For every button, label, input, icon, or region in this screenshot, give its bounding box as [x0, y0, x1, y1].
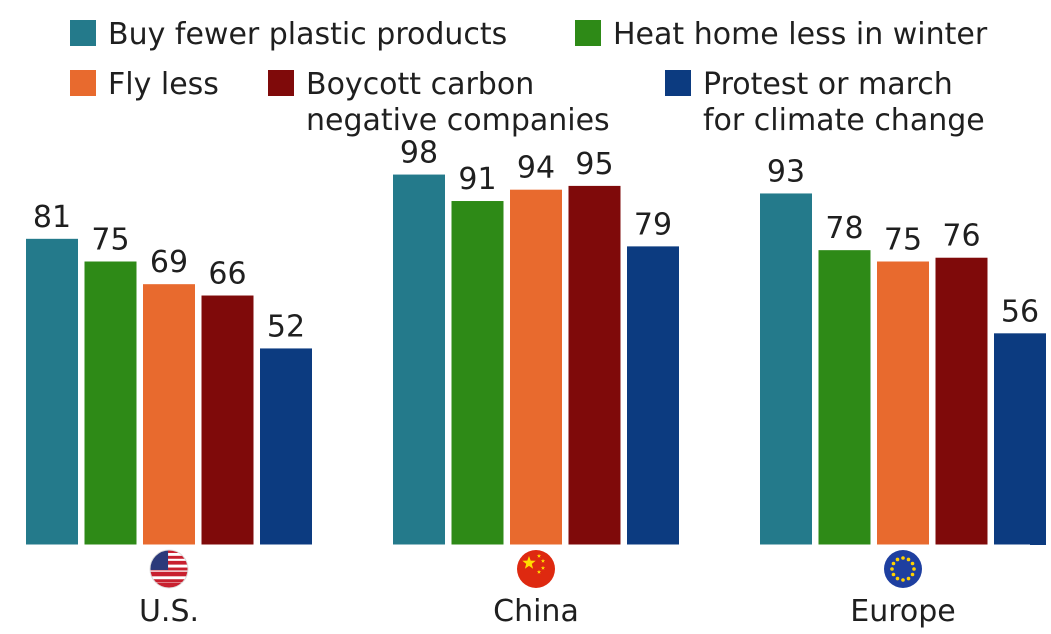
- legend-swatch: [70, 20, 96, 46]
- legend-swatch: [268, 70, 294, 96]
- data-label: 95: [575, 147, 613, 182]
- bar: [451, 201, 504, 545]
- category-label: U.S.: [139, 594, 199, 629]
- bar: [568, 185, 621, 545]
- bar: [627, 246, 679, 545]
- bar: [26, 238, 78, 545]
- category-label: Europe: [850, 594, 956, 629]
- us-flag-icon: [149, 549, 189, 589]
- bar: [84, 261, 137, 545]
- category-label: China: [493, 594, 579, 629]
- value-labels: 81 75 69 66 52 98 91 94 95 79 93 78 75 76 56: [33, 136, 1039, 345]
- bar: [393, 174, 445, 545]
- data-label: 66: [208, 257, 246, 292]
- legend-swatch: [575, 20, 601, 46]
- data-label: 75: [91, 223, 129, 258]
- legend-label: Fly less: [108, 67, 219, 102]
- data-label: 76: [942, 219, 980, 254]
- legend-item: Heat home less in winter: [575, 17, 988, 52]
- data-label: 69: [150, 245, 188, 280]
- eu-flag-icon: [884, 550, 922, 588]
- bar: [260, 348, 312, 545]
- bars: [26, 174, 1046, 545]
- group-icons: [149, 549, 922, 589]
- group-labels: U.S. China Europe: [139, 594, 956, 629]
- bar: [201, 295, 254, 545]
- data-label: 78: [825, 211, 863, 246]
- bar: [510, 189, 562, 545]
- bar: [935, 257, 988, 545]
- bar: [994, 333, 1046, 545]
- bar: [760, 193, 812, 545]
- data-label: 93: [767, 154, 805, 189]
- data-label: 56: [1001, 294, 1039, 329]
- data-label: 98: [400, 136, 438, 171]
- legend: Buy fewer plastic products Heat home less…: [70, 17, 988, 138]
- legend-label: Heat home less in winter: [613, 17, 988, 52]
- legend-label: Protest or march for climate change: [703, 67, 985, 138]
- legend-label: Buy fewer plastic products: [108, 17, 507, 52]
- legend-item: Protest or march for climate change: [665, 67, 985, 138]
- legend-swatch: [70, 70, 96, 96]
- legend-item: Buy fewer plastic products: [70, 17, 507, 52]
- data-label: 52: [267, 309, 305, 344]
- data-label: 75: [884, 223, 922, 258]
- data-label: 81: [33, 200, 71, 235]
- legend-label: Boycott carbon negative companies: [306, 67, 610, 138]
- bar: [143, 284, 195, 545]
- data-label: 91: [458, 162, 496, 197]
- china-flag-icon: [517, 550, 555, 588]
- data-label: 94: [517, 151, 555, 186]
- legend-item: Fly less: [70, 67, 219, 102]
- legend-item: Boycott carbon negative companies: [268, 67, 610, 138]
- data-label: 79: [634, 207, 672, 242]
- bar: [818, 250, 871, 545]
- bar: [877, 261, 929, 545]
- legend-swatch: [665, 70, 691, 96]
